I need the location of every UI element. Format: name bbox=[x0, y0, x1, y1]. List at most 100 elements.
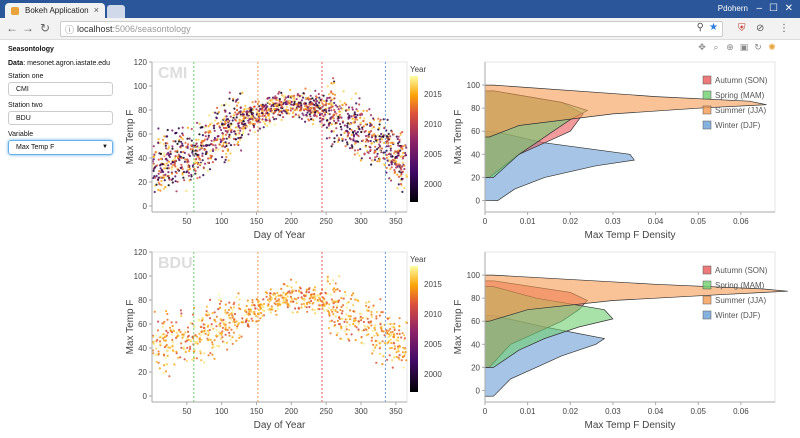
scatter-point bbox=[398, 170, 401, 173]
scatter-point bbox=[257, 113, 260, 116]
scatter-point bbox=[216, 139, 219, 142]
shield-extension-icon[interactable]: ⛨ bbox=[738, 23, 746, 34]
scatter-point bbox=[386, 342, 389, 345]
scatter-point bbox=[215, 146, 218, 149]
pan-tool-icon[interactable]: ✥ bbox=[698, 42, 706, 52]
scatter-point bbox=[151, 349, 155, 352]
scatter-point bbox=[244, 122, 247, 125]
scatter-point bbox=[219, 140, 222, 144]
scatter-point bbox=[224, 133, 228, 136]
scatter-point bbox=[309, 100, 312, 103]
scatter-point bbox=[252, 126, 256, 129]
scatter-point bbox=[256, 300, 260, 304]
scatter-point bbox=[328, 121, 332, 124]
scatter-point bbox=[206, 329, 210, 332]
scatter-point bbox=[243, 123, 246, 126]
scatter-point bbox=[387, 155, 390, 158]
scatter-point bbox=[255, 320, 258, 323]
scatter-point bbox=[332, 305, 335, 309]
scatter-point bbox=[305, 113, 308, 116]
bookmark-star-icon[interactable]: ★ bbox=[709, 22, 718, 33]
bokeh-logo-icon[interactable]: ✺ bbox=[768, 42, 776, 52]
scatter-point bbox=[213, 124, 216, 127]
scatter-point bbox=[208, 317, 212, 320]
scatter-point bbox=[163, 187, 166, 190]
scatter-point bbox=[262, 126, 265, 129]
new-tab-button[interactable] bbox=[107, 5, 125, 18]
scatter-point bbox=[325, 105, 328, 109]
variable-select[interactable]: Max Temp F ▼ bbox=[8, 140, 113, 155]
scatter-point bbox=[336, 105, 339, 108]
reset-tool-icon[interactable]: ↻ bbox=[754, 42, 762, 52]
scatter-point bbox=[232, 116, 235, 119]
scatter-point bbox=[253, 131, 256, 134]
maximize-icon[interactable]: ☐ bbox=[769, 3, 778, 14]
scatter-point bbox=[222, 118, 225, 121]
forward-icon[interactable]: → bbox=[22, 21, 34, 35]
tab-close-icon[interactable]: × bbox=[93, 5, 99, 15]
scatter-point bbox=[218, 323, 221, 326]
scatter-point bbox=[383, 141, 386, 144]
menu-icon[interactable]: ⋮ bbox=[779, 23, 789, 34]
station-two-input[interactable]: BDU bbox=[8, 111, 113, 125]
scatter-point bbox=[332, 130, 336, 133]
scatter-point bbox=[207, 131, 210, 134]
reload-icon[interactable]: ↻ bbox=[40, 21, 51, 35]
scatter-point bbox=[203, 148, 206, 151]
scatter-point bbox=[360, 341, 363, 344]
scatter-point bbox=[279, 294, 282, 297]
scatter-point bbox=[153, 166, 156, 169]
scatter-point bbox=[293, 94, 296, 97]
scatter-point bbox=[321, 288, 324, 291]
back-icon[interactable]: ← bbox=[6, 21, 18, 35]
scatter-point bbox=[311, 302, 314, 305]
scatter-point bbox=[217, 111, 220, 114]
scatter-point bbox=[323, 108, 326, 112]
scatter-point bbox=[256, 120, 259, 123]
scatter-point bbox=[173, 162, 176, 165]
zoom-icon[interactable]: ⚲ bbox=[696, 22, 704, 33]
scatter-point bbox=[360, 130, 363, 134]
scatter-point bbox=[333, 137, 336, 140]
x-tick-label: 0.05 bbox=[690, 217, 706, 226]
scatter-point bbox=[180, 312, 183, 315]
scatter-point bbox=[364, 145, 367, 148]
scatter-point bbox=[164, 164, 167, 167]
scatter-point bbox=[275, 105, 279, 108]
block-extension-icon[interactable]: ⊘ bbox=[756, 23, 765, 34]
scatter-point bbox=[192, 350, 196, 353]
scatter-point bbox=[397, 142, 400, 145]
scatter-point bbox=[220, 128, 223, 132]
url-field[interactable]: ⓘ localhost:5006/seasontology ⚲ ★ bbox=[60, 21, 723, 37]
x-tick-label: 0.01 bbox=[520, 407, 536, 416]
scatter-point bbox=[280, 118, 283, 121]
scatter-point bbox=[396, 165, 399, 168]
scatter-point bbox=[256, 118, 259, 121]
scatter-point bbox=[401, 355, 405, 358]
scatter-point bbox=[210, 323, 213, 326]
scatter-point bbox=[368, 131, 372, 134]
scatter-point bbox=[349, 297, 353, 301]
scatter-point bbox=[170, 333, 173, 336]
page-info-icon[interactable]: ⓘ bbox=[65, 25, 75, 35]
window-close-icon[interactable]: ✕ bbox=[784, 3, 793, 14]
legend-label: Winter (DJF) bbox=[715, 121, 761, 130]
station-one-input[interactable]: CMI bbox=[8, 82, 113, 96]
scatter-point bbox=[343, 124, 346, 127]
scatter-point bbox=[180, 157, 183, 160]
box-zoom-tool-icon[interactable]: ⌕ bbox=[713, 42, 719, 52]
browser-tab[interactable]: Bokeh Application × bbox=[5, 3, 105, 18]
scatter-point bbox=[215, 334, 218, 337]
scatter-point bbox=[346, 112, 349, 115]
minimize-icon[interactable]: – bbox=[756, 3, 762, 14]
scatter-point bbox=[259, 317, 262, 320]
scatter-point bbox=[223, 146, 227, 149]
wheel-zoom-tool-icon[interactable]: ⊕ bbox=[726, 42, 734, 52]
user-name[interactable]: Pdohern bbox=[717, 4, 748, 13]
scatter-point bbox=[319, 297, 322, 300]
scatter-point bbox=[215, 334, 218, 337]
scatter-point bbox=[330, 104, 333, 107]
save-tool-icon[interactable]: ▣ bbox=[739, 42, 749, 52]
url-host: localhost bbox=[77, 24, 113, 34]
scatter-point bbox=[171, 344, 174, 347]
